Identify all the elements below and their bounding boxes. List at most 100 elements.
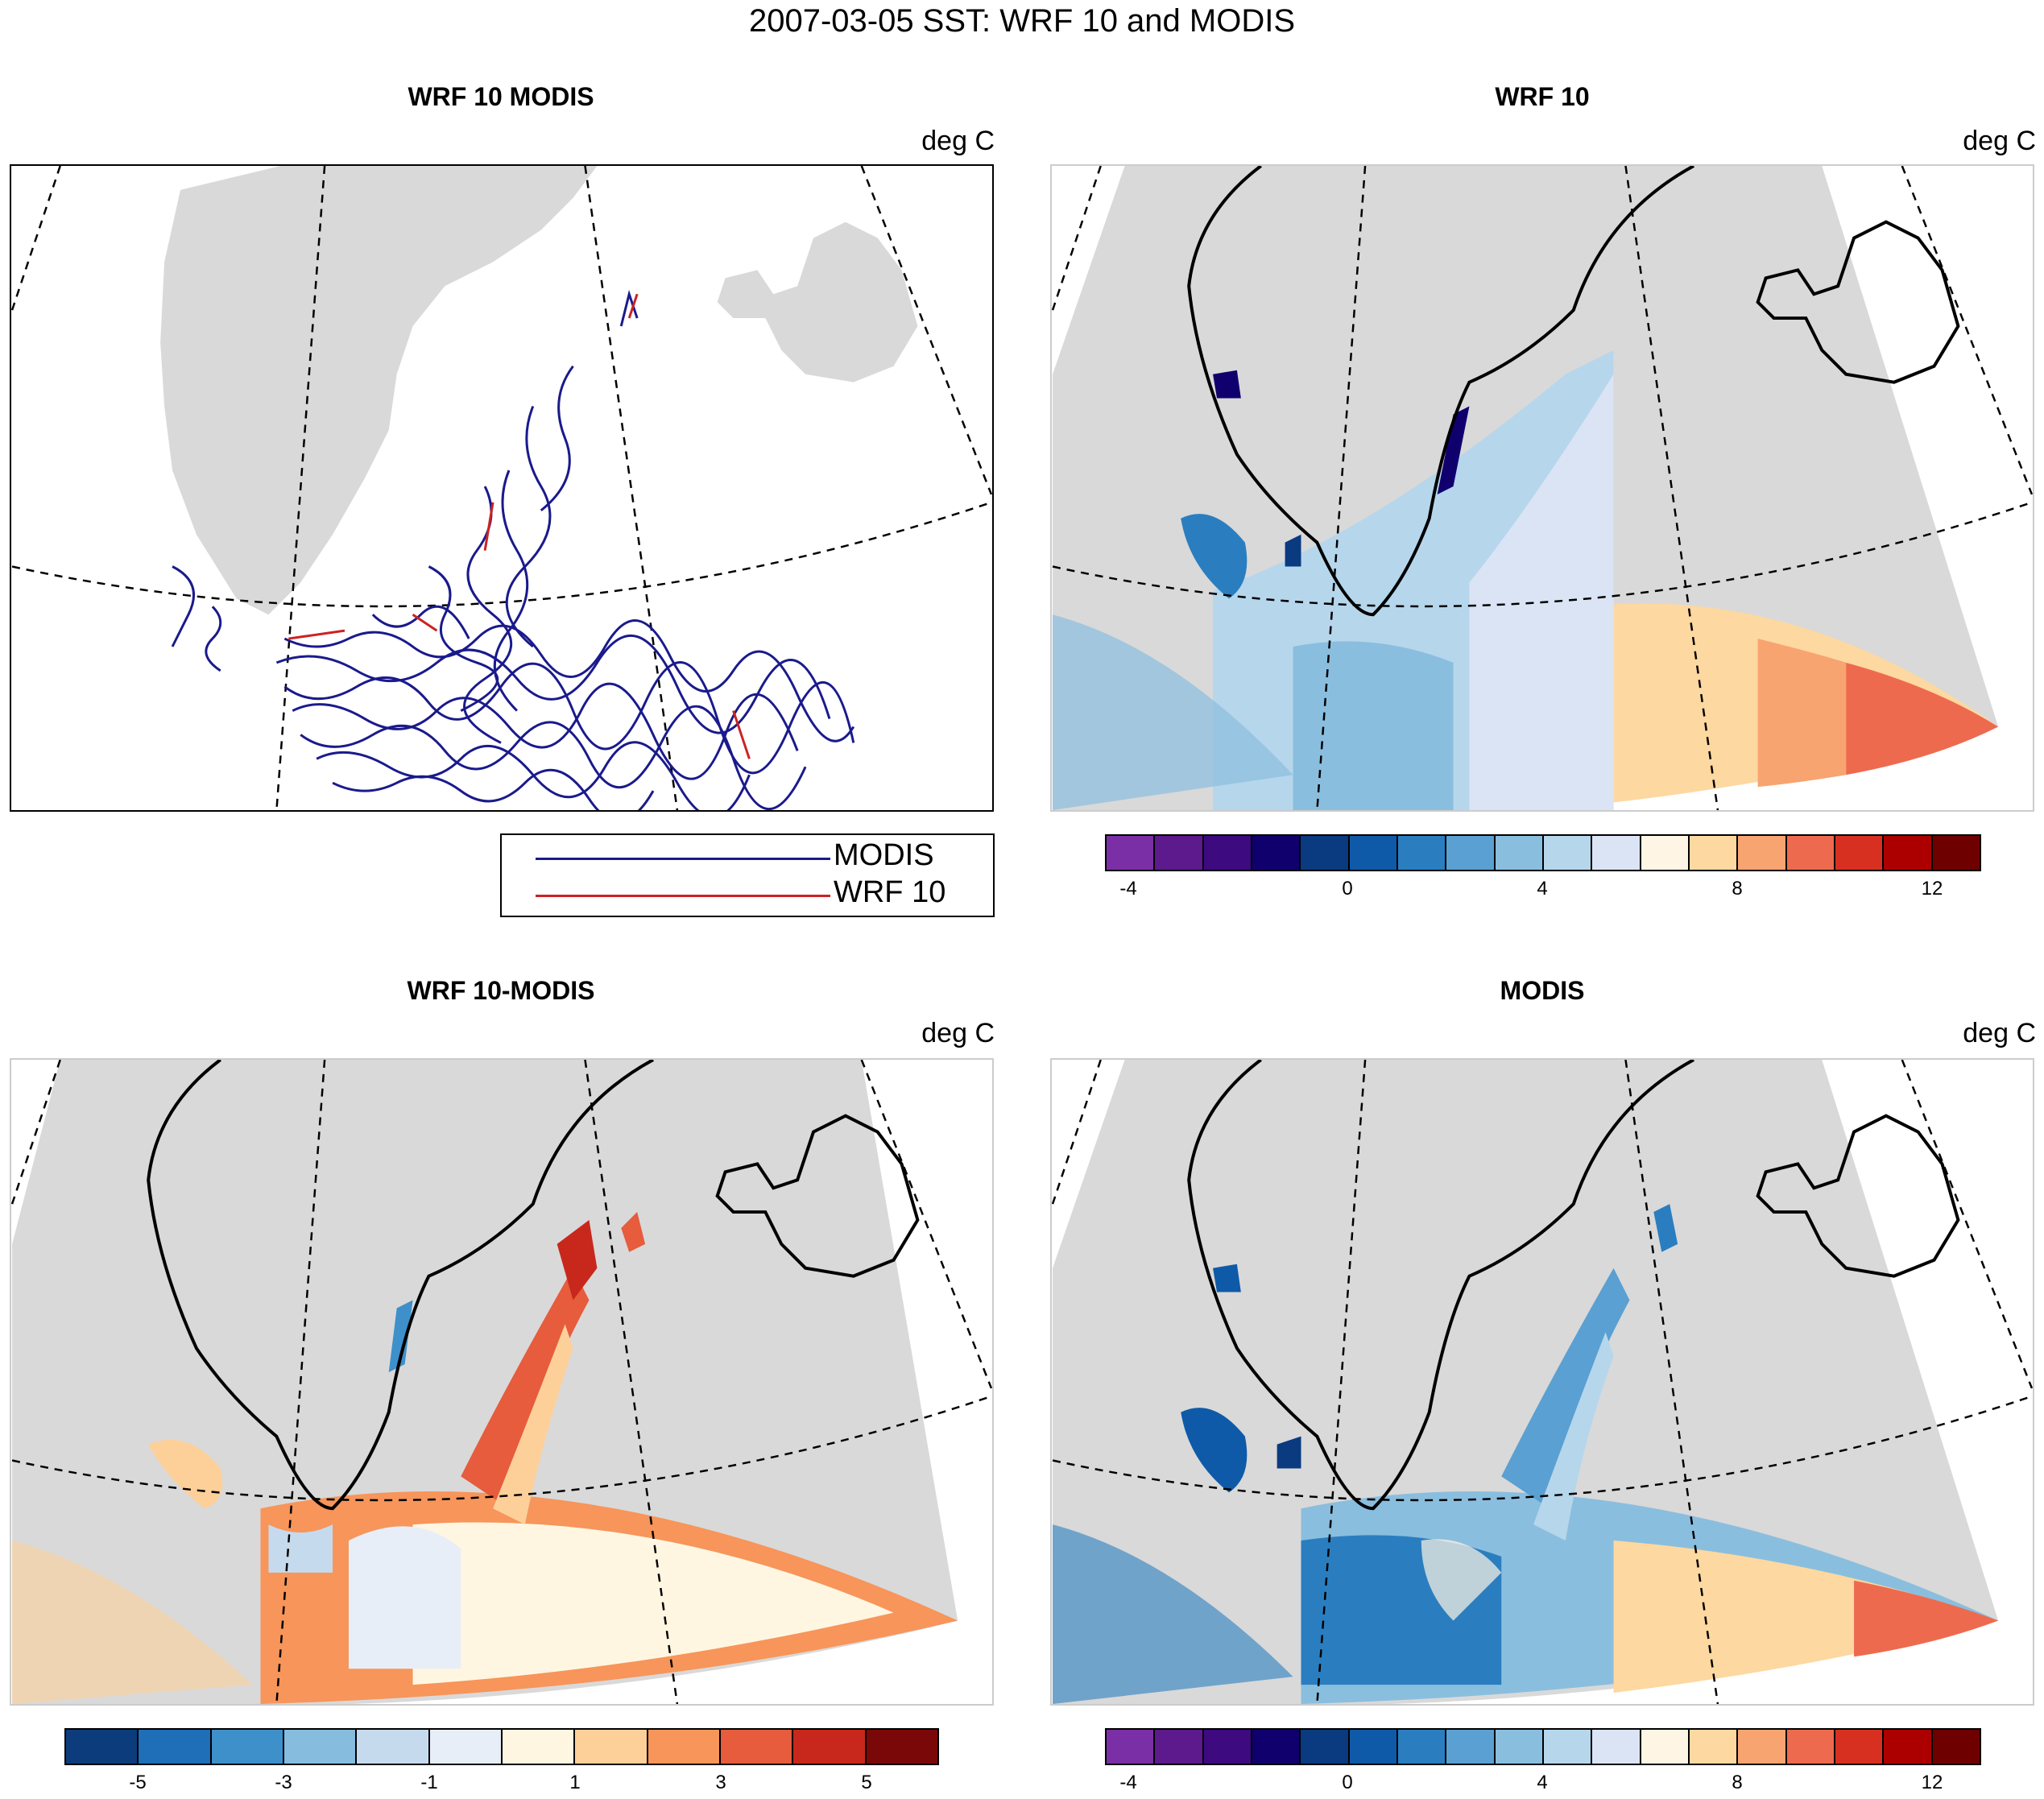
legend-label-wrf: WRF 10 <box>834 875 946 909</box>
legend-label-modis: MODIS <box>834 838 934 872</box>
coastlines <box>1187 1060 1960 1511</box>
colorbar-swatch <box>1592 836 1641 870</box>
greenland-coast <box>147 1060 655 1511</box>
colorbar-swatch <box>1446 836 1496 870</box>
colorbar-swatch <box>1689 1730 1739 1764</box>
wrf-map <box>1052 166 2033 810</box>
iceland-coast <box>1756 220 1960 384</box>
colorbar-swatch <box>1495 836 1544 870</box>
modis-map-panel <box>1050 1058 2034 1706</box>
colorbar-swatch <box>1641 1730 1690 1764</box>
iceland-coast <box>715 1114 920 1278</box>
colorbar-swatch <box>1689 836 1739 870</box>
unit-label-modis: deg C <box>1963 1018 2036 1048</box>
modis-contours <box>171 289 855 810</box>
coastlines <box>1187 166 1960 617</box>
panel-title-modis: MODIS <box>1500 976 1585 1005</box>
colorbar-swatch <box>1252 1730 1301 1764</box>
colorbar-diff-tick: -3 <box>275 1772 292 1793</box>
colorbar-swatch <box>1495 1730 1544 1764</box>
colorbar-swatch <box>66 1730 139 1764</box>
colorbar-swatch <box>866 1730 937 1764</box>
modis-map <box>1052 1060 2033 1704</box>
greenland-coast <box>1187 166 1695 617</box>
colorbar-swatch <box>1738 1730 1787 1764</box>
colorbar-swatch <box>357 1730 430 1764</box>
line-legend: MODIS WRF 10 <box>500 833 995 917</box>
colorbar-swatch <box>1884 1730 1933 1764</box>
colorbar-swatch <box>1543 836 1593 870</box>
colorbar-swatch <box>793 1730 867 1764</box>
colorbar-swatch <box>1349 1730 1398 1764</box>
colorbar-swatch <box>1107 836 1156 870</box>
colorbar-swatch <box>1592 1730 1641 1764</box>
iceland-coast <box>1756 1114 1960 1278</box>
colorbar-modis-tick: 0 <box>1342 1772 1353 1793</box>
colorbar-wrf-tick: 12 <box>1921 878 1943 900</box>
colorbar-swatch <box>648 1730 721 1764</box>
wrf-contours <box>288 293 751 759</box>
graticule <box>11 166 992 810</box>
contour-map <box>11 166 992 810</box>
colorbar-modis-tick: 12 <box>1921 1772 1943 1793</box>
colorbar-diff-tick: 1 <box>569 1772 581 1793</box>
colorbar-modis-tick: 4 <box>1537 1772 1548 1793</box>
colorbar-swatch <box>1884 836 1933 870</box>
colorbar-diff-tick: -5 <box>129 1772 147 1793</box>
contour-map-panel <box>10 164 994 812</box>
colorbar-swatch <box>1835 1730 1885 1764</box>
colorbar-modis-tick: 8 <box>1732 1772 1743 1793</box>
graticule <box>1052 1060 2033 1704</box>
colorbar-swatch <box>1301 836 1350 870</box>
greenland-coast <box>1187 1060 1695 1511</box>
colorbar-swatch <box>1203 1730 1252 1764</box>
colorbar-swatch <box>1446 1730 1496 1764</box>
iceland-land <box>717 221 918 383</box>
colorbar-wrf-tick: -4 <box>1119 878 1137 900</box>
colorbar-swatch <box>502 1730 576 1764</box>
coastlines <box>147 1060 920 1511</box>
colorbar-modis-tick: -4 <box>1119 1772 1137 1793</box>
colorbar-wrf-tick: 8 <box>1732 878 1743 900</box>
graticule <box>1052 166 2033 810</box>
colorbar-swatch <box>575 1730 648 1764</box>
colorbar-swatch <box>1203 836 1252 870</box>
panel-title-contour: WRF 10 MODIS <box>408 82 594 111</box>
colorbar-swatch <box>1349 836 1398 870</box>
legend-line-wrf <box>536 895 830 897</box>
graticule <box>11 1060 992 1704</box>
panel-title-wrf: WRF 10 <box>1495 82 1590 111</box>
unit-label-wrf: deg C <box>1963 126 2036 156</box>
wrf-sst-field <box>1053 349 1999 810</box>
colorbar-swatch <box>1155 836 1204 870</box>
greenland-land <box>160 166 598 615</box>
colorbar-swatch <box>1932 836 1980 870</box>
colorbar-swatch <box>1155 1730 1204 1764</box>
colorbar-wrf-tick: 4 <box>1537 878 1548 900</box>
colorbar-swatch <box>1786 836 1835 870</box>
colorbar-swatch <box>1543 1730 1593 1764</box>
panel-title-diff: WRF 10-MODIS <box>407 976 595 1005</box>
unit-label-contour: deg C <box>921 126 995 156</box>
colorbar-swatch <box>283 1730 358 1764</box>
colorbar-swatch <box>1835 836 1885 870</box>
colorbar-swatch <box>1786 1730 1835 1764</box>
colorbar-diff <box>64 1728 939 1765</box>
colorbar-swatch <box>720 1730 794 1764</box>
colorbar-swatch <box>1397 1730 1447 1764</box>
colorbar-wrf-tick: 0 <box>1342 878 1353 900</box>
wrf-map-panel <box>1050 164 2034 812</box>
colorbar-swatch <box>1301 1730 1350 1764</box>
colorbar-swatch <box>1107 1730 1156 1764</box>
colorbar-swatch <box>211 1730 284 1764</box>
colorbar-diff-tick: 5 <box>861 1772 872 1793</box>
main-title: 2007-03-05 SST: WRF 10 and MODIS <box>748 3 1296 39</box>
diff-map <box>11 1060 992 1704</box>
colorbar-swatch <box>1252 836 1301 870</box>
colorbar-swatch <box>1641 836 1690 870</box>
colorbar-modis <box>1105 1728 1981 1765</box>
legend-line-modis <box>536 858 830 860</box>
colorbar-wrf <box>1105 834 1981 871</box>
modis-sst-field <box>1053 1204 1999 1704</box>
unit-label-diff: deg C <box>921 1018 995 1048</box>
